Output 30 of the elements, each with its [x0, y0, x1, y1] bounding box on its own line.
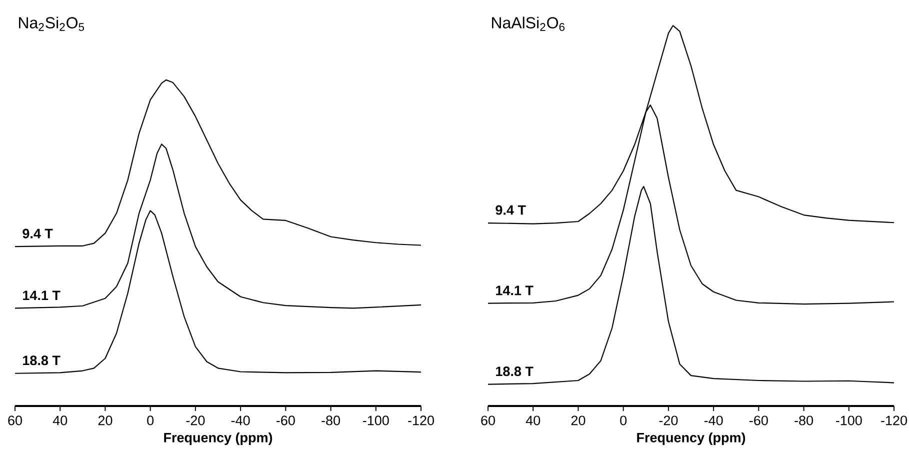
x-tick-label: 60 — [8, 416, 22, 426]
x-tick-label: -80 — [794, 416, 814, 426]
x-tick-label: -80 — [322, 416, 340, 426]
series-label: 9.4 T — [496, 205, 526, 215]
x-tick-label: -100 — [362, 416, 389, 426]
x-tick-label: 0 — [147, 416, 154, 426]
x-tick-label: -40 — [231, 416, 250, 426]
x-tick-label: 20 — [98, 416, 112, 426]
x-tick-label: -100 — [836, 416, 862, 426]
x-tick-label: 0 — [620, 416, 627, 426]
chart-title: NaAlSi$_{2}$O$_{6}$ — [492, 16, 565, 31]
x-tick-label: -60 — [750, 416, 768, 426]
series-label: 9.4 T — [22, 228, 53, 238]
x-tick-label: -120 — [408, 416, 434, 426]
series-label: 14.1 T — [496, 286, 534, 296]
x-tick-label: -20 — [659, 416, 678, 426]
series-label: 14.1 T — [23, 290, 60, 300]
x-tick-label: -60 — [276, 416, 295, 426]
series-label: 18.8 T — [496, 366, 534, 376]
x-tick-label: 20 — [571, 416, 586, 426]
x-tick-label: -40 — [704, 416, 723, 426]
series-label: 18.8 T — [23, 356, 60, 366]
x-tick-label: -120 — [881, 416, 907, 426]
x-tick-label: -20 — [186, 416, 205, 426]
x-tick-label: 60 — [481, 416, 495, 426]
x-tick-label: 40 — [526, 416, 540, 426]
x-axis-title: Frequency (ppm) — [164, 432, 272, 446]
x-tick-label: 40 — [52, 416, 68, 426]
x-axis-title: Frequency (ppm) — [637, 432, 746, 446]
chart-title: Na$_{2}$Si$_{2}$O$_{5}$ — [19, 16, 84, 31]
